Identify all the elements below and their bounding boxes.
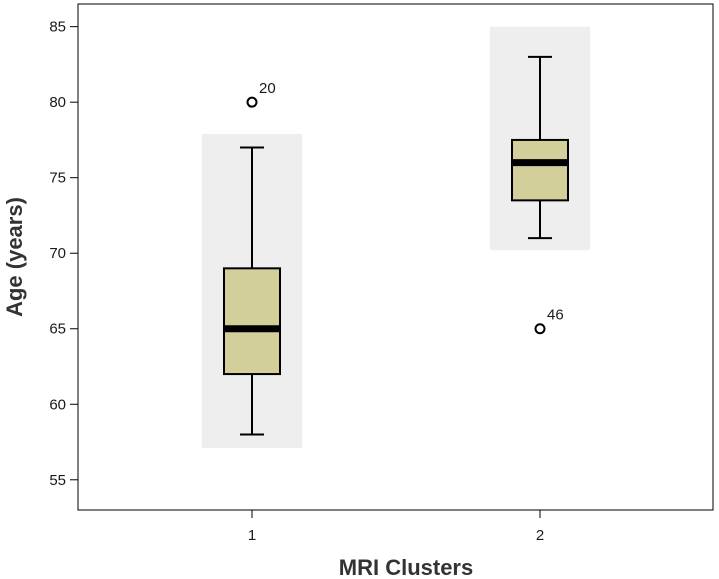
box-group: 20	[223, 80, 281, 436]
x-tick-label: 2	[536, 527, 544, 544]
outlier-point	[534, 323, 546, 335]
y-tick-label: 55	[49, 472, 66, 489]
y-tick-label: 80	[49, 94, 66, 111]
outlier-label: 46	[547, 307, 564, 324]
y-axis: 55 60 65 70 75 80 85	[49, 19, 78, 489]
y-tick-label: 70	[49, 245, 66, 262]
x-axis-title: MRI Clusters	[339, 555, 473, 579]
plot-frame	[77, 3, 714, 511]
y-tick-label: 60	[49, 396, 66, 413]
y-tick-label: 75	[49, 170, 66, 187]
y-axis-title: Age (years)	[2, 197, 27, 317]
iqr-box	[223, 267, 281, 376]
y-tick-label: 65	[49, 321, 66, 338]
x-tick-label: 1	[248, 527, 256, 544]
outlier-label: 20	[259, 80, 276, 97]
outlier-point	[246, 96, 258, 108]
y-tick-label: 85	[49, 19, 66, 36]
iqr-box	[511, 138, 569, 202]
box-group: 46	[511, 55, 569, 335]
